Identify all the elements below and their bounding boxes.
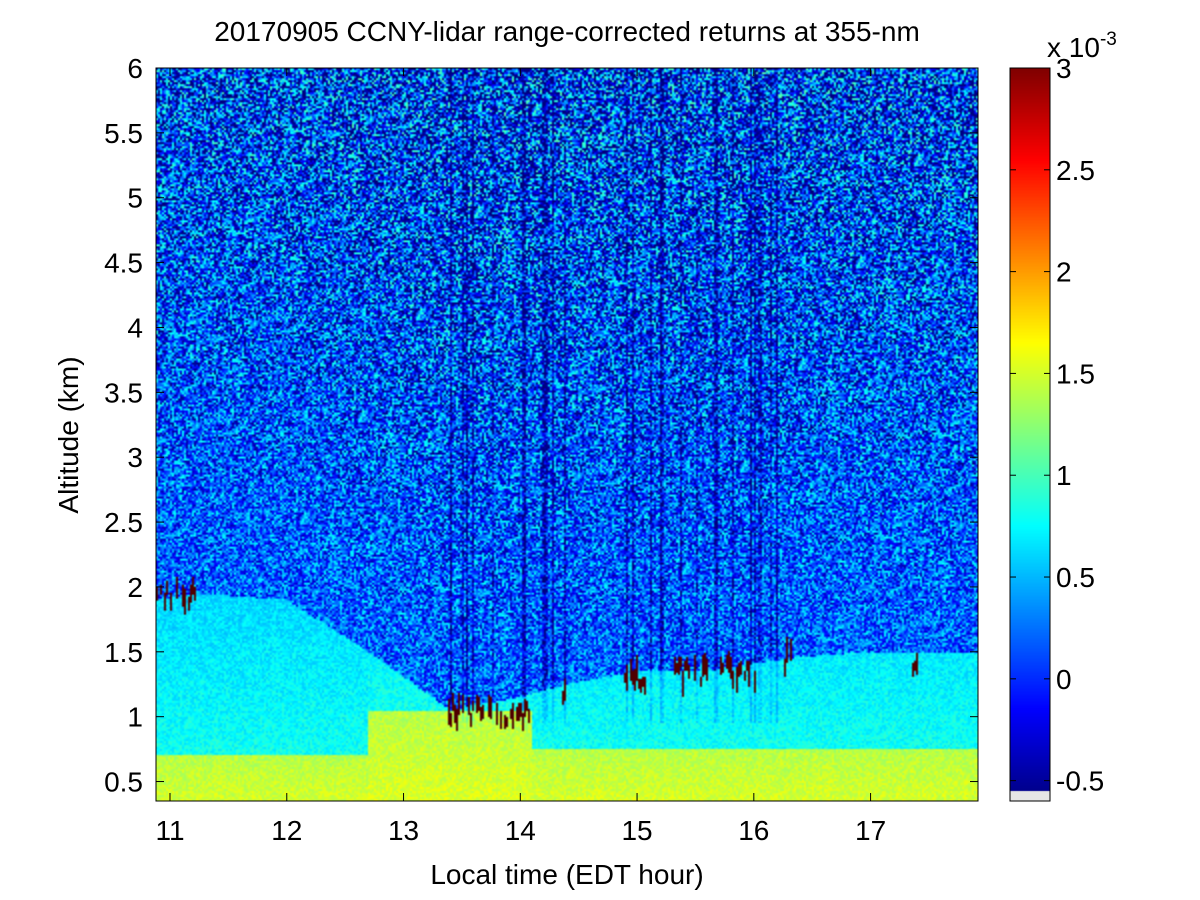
y-tick-label: 2 [127,572,143,603]
y-tick-label: 3 [127,442,143,473]
x-tick-label: 16 [738,815,769,846]
colorbar-tick-label: 0.5 [1056,562,1095,593]
x-axis-ticks: 11 12 13 14 15 16 17 [155,68,886,846]
x-tick-label: 13 [388,815,419,846]
x-tick-label: 11 [155,815,184,846]
y-axis-label: Altitude (km) [53,356,84,513]
y-axis-ticks: 0.5 1 1.5 2 2.5 3 3.5 4 4.5 5 5.5 6 [104,53,978,798]
x-tick-label: 12 [271,815,302,846]
y-tick-label: 4.5 [104,248,143,279]
y-tick-label: 6 [127,53,143,84]
colorbar-tick-label: 2.5 [1056,155,1095,186]
colorbar-multiplier: x 10-3 [1047,29,1117,63]
x-tick-label: 15 [621,815,652,846]
y-tick-label: 5.5 [104,118,143,149]
colorbar-gradient [1010,68,1050,801]
y-tick-label: 1.5 [104,637,143,668]
colorbar-ticks: -0.5 0 0.5 1 1.5 2 2.5 3 [1010,53,1104,797]
x-tick-label: 17 [855,815,886,846]
colorbar-frame [1009,67,1051,802]
plot-area [155,67,979,802]
x-axis-label: Local time (EDT hour) [430,859,703,890]
heatmap-image [156,68,978,801]
colorbar-tick-label: 0 [1056,664,1072,695]
chart-title: 20170905 CCNY-lidar range-corrected retu… [214,16,920,47]
colorbar-tick-label: 1 [1056,460,1072,491]
colorbar-exponent: -3 [1100,29,1117,50]
y-tick-label: 3.5 [104,377,143,408]
colorbar-tick-label: 2 [1056,257,1072,288]
y-tick-label: 1 [127,702,143,733]
y-tick-label: 4 [127,312,143,343]
colorbar: -0.5 0 0.5 1 1.5 2 2.5 3 x 10-3 [1009,29,1117,802]
colorbar-tick-label: 3 [1056,53,1072,84]
y-tick-label: 5 [127,183,143,214]
colorbar-tick-label: 1.5 [1056,358,1095,389]
x-tick-label: 14 [505,815,536,846]
colorbar-tick-label: -0.5 [1056,766,1104,797]
y-tick-label: 0.5 [104,767,143,798]
plot-frame [155,67,979,802]
y-tick-label: 2.5 [104,507,143,538]
